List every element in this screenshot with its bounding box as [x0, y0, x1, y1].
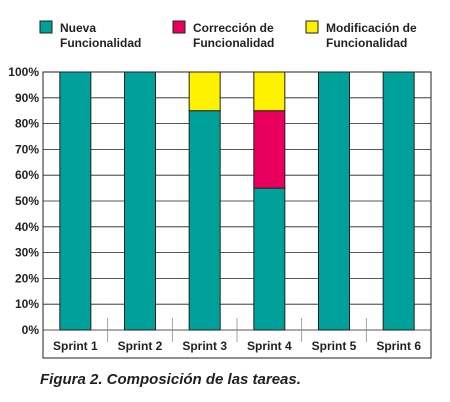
figure-caption: Figura 2. Composición de las tareas.: [40, 371, 301, 388]
plot-frame: [42, 71, 432, 359]
y-tick-label: 40%: [15, 220, 39, 234]
x-tick-label: Sprint 3: [182, 339, 227, 353]
y-tick-label: 50%: [15, 194, 39, 208]
legend: Nueva Funcionalidad Corrección de Funcional…: [39, 20, 417, 50]
y-tick-label: 30%: [15, 246, 39, 260]
x-tick-label: Sprint 5: [312, 339, 357, 353]
y-tick-label: 100%: [8, 65, 39, 79]
y-tick-label: 60%: [15, 168, 39, 182]
bar-segment-1: [124, 71, 156, 331]
bar-segment-3: [188, 71, 221, 112]
bar-segment-1: [253, 187, 286, 331]
bar-segment-1: [59, 71, 92, 331]
bar-segment-3: [253, 71, 286, 112]
y-tick-label: 0%: [22, 323, 40, 337]
y-tick-label: 20%: [15, 271, 39, 285]
y-tick-label: 70%: [15, 142, 39, 156]
legend-item-1: Nueva Funcionalidad: [39, 20, 141, 50]
y-tick-label: 90%: [15, 91, 39, 105]
x-axis: Sprint 1 Sprint 2 Sprint 3 Sprint 4 Sprint 5…: [53, 318, 421, 353]
bar-segment-1: [382, 71, 415, 331]
y-tick-label: 10%: [15, 297, 39, 311]
bar-segment-1: [318, 71, 350, 331]
legend-item-2: Corrección de Funcionalidad: [172, 20, 274, 50]
y-axis: 0% 10% 20% 30% 40% 50% 60% 70% 80% 90% 100%: [8, 65, 39, 337]
x-tick-label: Sprint 1: [53, 339, 98, 353]
y-tick-label: 80%: [15, 117, 39, 131]
x-tick-label: Sprint 4: [247, 339, 292, 353]
legend-label: Nueva Funcionalidad: [60, 21, 141, 50]
bar-segment-1: [188, 110, 221, 331]
legend-swatch: [305, 20, 319, 34]
x-tick-label: Sprint 6: [376, 339, 421, 353]
legend-swatch: [172, 20, 186, 34]
bar-segment-2: [253, 110, 286, 189]
x-tick-label: Sprint 2: [118, 339, 163, 353]
legend-item-3: Modificación de Funcionalidad: [305, 20, 417, 50]
plot-area: [42, 71, 432, 359]
legend-swatch: [39, 20, 53, 34]
legend-label: Modificación de Funcionalidad: [326, 21, 417, 50]
legend-label: Corrección de Funcionalidad: [193, 21, 274, 50]
